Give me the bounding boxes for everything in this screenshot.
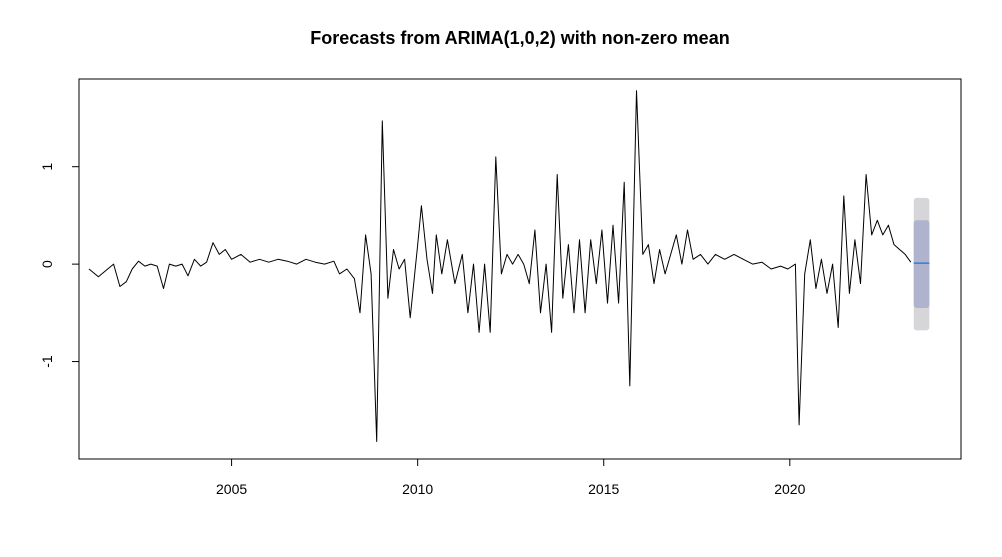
x-tick-label: 2020 [774,481,805,497]
y-tick-label: -1 [39,355,55,368]
series-line-0 [88,90,912,442]
y-axis: -1 0 1 [39,163,79,368]
forecast-interval-80 [913,220,930,308]
x-axis: 2005 2010 2015 2020 [216,459,806,497]
y-tick-label: 1 [39,163,55,171]
x-tick-label: 2010 [402,481,433,497]
plot-frame [78,78,962,460]
x-tick-label: 2015 [588,481,619,497]
chart-title: Forecasts from ARIMA(1,0,2) with non-zer… [310,28,730,48]
y-tick-label: 0 [39,260,55,268]
forecast-layer [913,197,930,331]
x-tick-label: 2005 [216,481,247,497]
series-layer [88,90,912,442]
